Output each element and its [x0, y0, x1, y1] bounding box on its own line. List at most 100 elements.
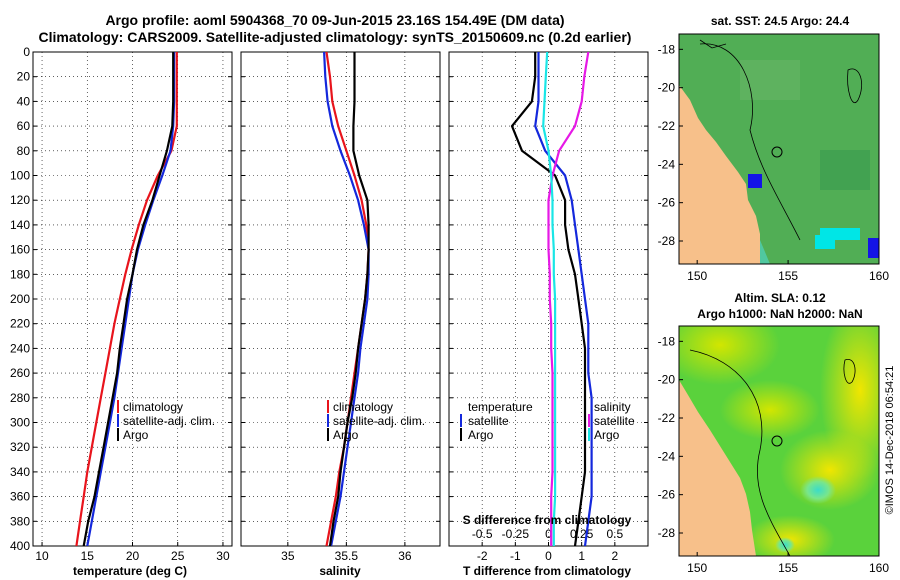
depth-tick-label: 380 [10, 514, 30, 528]
map-y-tick-label: -22 [658, 411, 676, 425]
depth-tick-label: 80 [17, 144, 31, 158]
s-tick-label: 0.5 [606, 527, 623, 541]
map-y-tick-label: -28 [658, 234, 676, 248]
x-tick-label: 30 [216, 549, 230, 563]
legend-satellite: satellite-adj. clim. [333, 414, 425, 428]
depth-tick-label: 240 [10, 341, 30, 355]
series-line-t-satellite [534, 52, 593, 546]
depth-tick-label: 40 [17, 94, 31, 108]
sst-map-axes: 150 155 160 -18 -20 -22 -24 -26 -28 [658, 42, 890, 283]
x-tick-label: -2 [477, 549, 488, 563]
land [679, 34, 760, 264]
x-tick-label: 15 [81, 549, 95, 563]
map-y-tick-label: -24 [658, 157, 676, 171]
depth-tick-label: 180 [10, 267, 30, 281]
legend-temperature-header: temperature [468, 400, 533, 414]
depth-tick-label: 200 [10, 292, 30, 306]
s-tick-label: 0.25 [570, 527, 594, 541]
depth-tick-label: 260 [10, 366, 30, 380]
series-line-s-argo [542, 52, 557, 546]
depth-tick-label: 360 [10, 490, 30, 504]
sla-map [679, 326, 879, 556]
x-tick-label: -1 [510, 549, 521, 563]
salinity-axis-label: salinity [319, 564, 361, 578]
figure-title-line2: Climatology: CARS2009. Satellite-adjuste… [39, 29, 632, 45]
series-line-argo [328, 52, 370, 546]
temperature-legend: climatology satellite-adj. clim. Argo [117, 400, 215, 442]
profile-series [75, 52, 593, 546]
argo-location-marker [771, 435, 783, 447]
depth-tick-label: 400 [10, 539, 30, 553]
depth-tick-label: 60 [17, 119, 31, 133]
depth-tick-label: 280 [10, 391, 30, 405]
difference-axis-label: T difference from climatology [463, 564, 631, 578]
depth-tick-label: 0 [23, 45, 30, 59]
depth-tick-label: 220 [10, 317, 30, 331]
depth-tick-label: 140 [10, 218, 30, 232]
series-line-argo [82, 52, 175, 546]
depth-axis: 0 20 40 60 80 100 120 140 160 180 200 220 240 260 280 3… [10, 45, 648, 553]
map-y-tick-label: -22 [658, 119, 676, 133]
map-y-tick-label: -26 [658, 488, 676, 502]
legend-s-argo: Argo [594, 428, 620, 442]
x-tick-label: 36 [398, 549, 412, 563]
series-line-climatology [75, 52, 178, 546]
sst-map-frame [678, 33, 880, 265]
legend-salinity-header: salinity [594, 400, 631, 414]
legend-climatology: climatology [333, 400, 393, 414]
depth-tick-label: 120 [10, 193, 30, 207]
series-line-satellite-adj-clim- [86, 52, 176, 546]
sla-map-title2: Argo h1000: NaN h2000: NaN [697, 307, 862, 321]
legend-satellite: satellite-adj. clim. [123, 414, 215, 428]
depth-tick-label: 300 [10, 416, 30, 430]
map-y-tick-label: -24 [658, 449, 676, 463]
legend-t-satellite: satellite [468, 414, 509, 428]
imos-credit: ©IMOS 14-Dec-2018 06:54:21 [884, 366, 896, 515]
depth-tick-label: 320 [10, 440, 30, 454]
difference-legend: temperature satellite Argo salinity sate… [460, 400, 635, 442]
salinity-legend: climatology satellite-adj. clim. Argo [327, 400, 425, 442]
s-tick-label: -0.5 [472, 527, 493, 541]
map-x-tick-label: 155 [778, 269, 798, 283]
figure-title-line1: Argo profile: aoml 5904368_70 09-Jun-201… [105, 12, 564, 28]
map-y-tick-label: -20 [658, 81, 676, 95]
x-tick-label: 1 [578, 549, 585, 563]
legend-argo: Argo [123, 428, 149, 442]
depth-tick-label: 160 [10, 243, 30, 257]
map-y-tick-label: -18 [658, 334, 676, 348]
temperature-panel [32, 51, 233, 547]
cyclonic-eddy [800, 476, 836, 504]
legend-argo: Argo [333, 428, 359, 442]
map-y-tick-label: -20 [658, 373, 676, 387]
series-line-satellite-adj-clim- [323, 52, 370, 546]
x-tick-label: 2 [611, 549, 618, 563]
sla-map-title1: Altim. SLA: 0.12 [734, 291, 826, 305]
argo-location-marker [771, 146, 783, 158]
s-tick-label: 0 [545, 527, 552, 541]
sla-map-frame [678, 325, 880, 557]
difference-panel [448, 51, 649, 547]
s-tick-label: -0.25 [502, 527, 530, 541]
temperature-axis-label: temperature (deg C) [73, 564, 187, 578]
x-tick-label: 35.5 [335, 549, 359, 563]
depth-tick-label: 340 [10, 465, 30, 479]
map-y-tick-label: -26 [658, 196, 676, 210]
legend-s-satellite: satellite [594, 414, 635, 428]
map-x-tick-label: 150 [687, 269, 707, 283]
sst-map-title: sat. SST: 24.5 Argo: 24.4 [711, 14, 850, 28]
map-x-tick-label: 160 [869, 269, 889, 283]
s-difference-axis-label: S difference from climatology [463, 513, 632, 527]
x-tick-label: 10 [35, 549, 49, 563]
map-x-tick-label: 160 [869, 561, 889, 575]
x-tick-label: 35 [281, 549, 295, 563]
cold-anomaly [748, 174, 762, 188]
map-x-tick-label: 155 [778, 561, 798, 575]
legend-climatology: climatology [123, 400, 183, 414]
x-tick-label: 25 [171, 549, 185, 563]
x-tick-label: 0 [545, 549, 552, 563]
x-tick-label: 20 [126, 549, 140, 563]
map-y-tick-label: -18 [658, 42, 676, 56]
land [679, 380, 756, 556]
depth-tick-label: 100 [10, 169, 30, 183]
